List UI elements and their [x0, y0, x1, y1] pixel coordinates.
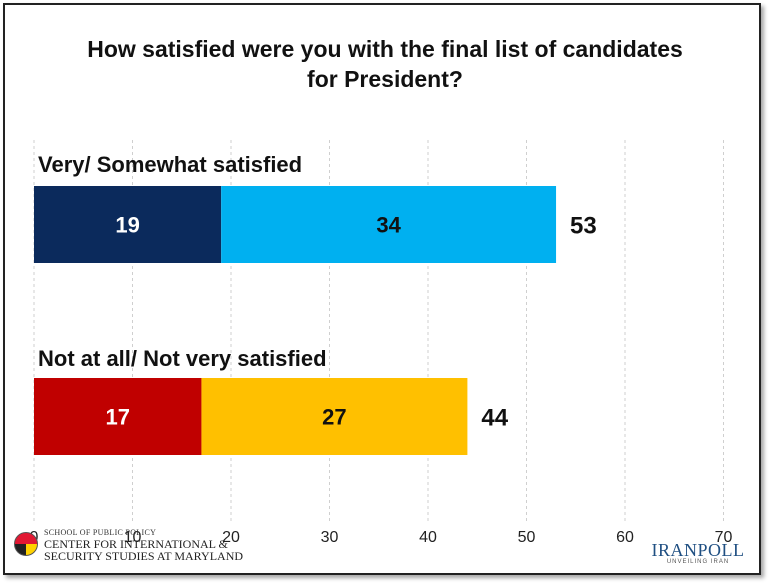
logo-school-text: SCHOOL OF PUBLIC POLICY	[44, 528, 157, 537]
bar-total-label: 53	[570, 213, 597, 240]
bar-value-label: 19	[115, 213, 139, 238]
logo-center-line1: CENTER FOR INTERNATIONAL &	[44, 537, 228, 551]
x-tick-label: 70	[715, 529, 733, 546]
group-label: Very/ Somewhat satisfied	[38, 152, 302, 177]
university-seal-icon	[14, 532, 38, 556]
x-tick-label: 30	[321, 529, 339, 546]
x-tick-label: 20	[222, 529, 240, 546]
cissm-logo: SCHOOL OF PUBLIC POLICY CENTER FOR INTER…	[14, 528, 244, 568]
group-label: Not at all/ Not very satisfied	[38, 346, 327, 371]
x-tick-label: 10	[124, 529, 142, 546]
chart-title: How satisfied were you with the final li…	[87, 36, 683, 93]
iranpoll-name: IRANPOLL	[651, 540, 745, 560]
bar-segment	[201, 378, 468, 455]
slide-frame	[3, 3, 761, 575]
bar-segment	[34, 378, 202, 455]
bar-value-label: 27	[322, 405, 346, 430]
x-tick-label: 60	[616, 529, 634, 546]
bar-segment	[221, 186, 557, 263]
x-tick-label: 50	[518, 529, 536, 546]
iranpoll-logo: IRANPOLL UNVEILING IRAN	[648, 541, 748, 571]
bar-value-label: 17	[105, 405, 129, 430]
iranpoll-tagline: UNVEILING IRAN	[666, 559, 730, 565]
bar-total-label: 44	[481, 405, 508, 432]
x-tick-label: 40	[419, 529, 437, 546]
bar-value-label: 34	[376, 213, 401, 238]
logo-center-line2: SECURITY STUDIES AT MARYLAND	[44, 549, 244, 563]
bar-segment	[34, 186, 222, 263]
